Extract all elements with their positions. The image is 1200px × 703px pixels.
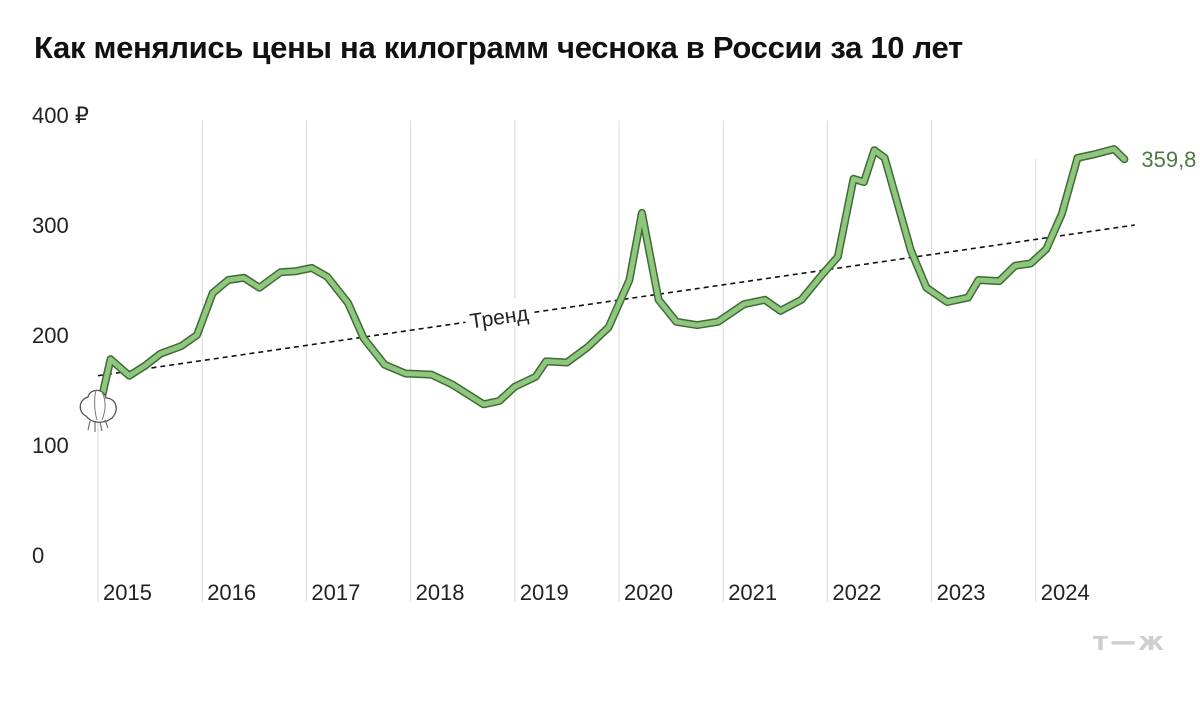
x-tick-label-2020: 2020 (624, 580, 673, 605)
trend-label-backdrop (463, 296, 535, 333)
x-tick-label-2017: 2017 (311, 580, 360, 605)
y-tick-label-200: 200 (32, 323, 69, 348)
price-line (95, 146, 1127, 417)
chart-title: Как менялись цены на килограмм чеснока в… (34, 30, 963, 65)
y-tick-label-0: 0 (32, 543, 44, 568)
y-tick-label-100: 100 (32, 433, 69, 458)
garlic-icon (79, 389, 117, 432)
y-axis-ticks: 0 100 200 300 400 ₽ (32, 103, 89, 568)
x-tick-label-2023: 2023 (937, 580, 986, 605)
vertical-gridlines (97, 120, 1037, 602)
y-tick-label-400: 400 ₽ (32, 103, 89, 128)
x-tick-label-2018: 2018 (416, 580, 465, 605)
brand-logo: т—ж (1093, 627, 1166, 657)
y-tick-label-300: 300 (32, 213, 69, 238)
x-tick-label-2016: 2016 (207, 580, 256, 605)
x-tick-label-2019: 2019 (520, 580, 569, 605)
x-tick-label-2022: 2022 (832, 580, 881, 605)
end-value-label: 359,8 (1141, 147, 1196, 172)
x-tick-label-2024: 2024 (1041, 580, 1090, 605)
x-tick-label-2015: 2015 (103, 580, 152, 605)
x-axis-ticks: 2015 2016 2017 2018 2019 2020 2021 2022 2023 2024 (103, 580, 1090, 605)
price-series-layer (94, 145, 1129, 419)
x-tick-label-2021: 2021 (728, 580, 777, 605)
